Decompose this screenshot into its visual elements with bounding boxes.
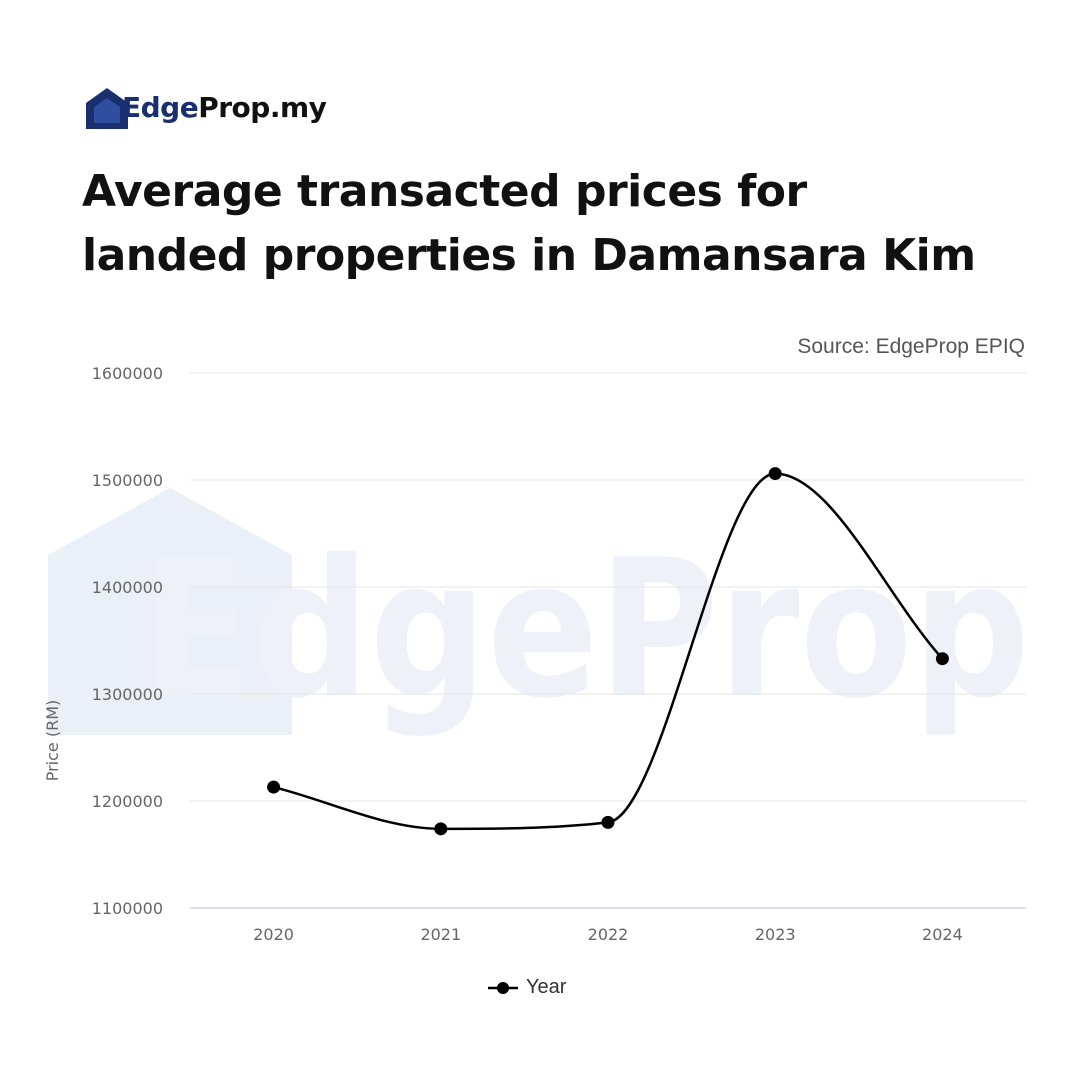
data-point[interactable] [768, 467, 782, 481]
x-axis-ticks: 2020 2021 2022 2023 2024 [253, 925, 963, 944]
chart-title: Average transacted prices for landed pro… [82, 160, 1042, 288]
series-line [273, 472, 944, 831]
legend[interactable]: Year [488, 976, 566, 999]
y-tick-label: 1100000 [92, 899, 163, 918]
title-line-1: Average transacted prices for [82, 166, 807, 217]
y-tick-label: 1300000 [92, 685, 163, 704]
source-note: Source: EdgeProp EPIQ [797, 335, 1025, 358]
logo-text-accent: Edge [122, 91, 199, 124]
x-tick-label: 2023 [755, 925, 796, 944]
edgeprop-logo: EdgeProp.my [86, 86, 327, 130]
y-axis-ticks: 1100000 1200000 1300000 1400000 1500000 16000… [92, 364, 163, 918]
y-tick-label: 1400000 [92, 578, 163, 597]
watermark-text: EdgeProp [140, 519, 1030, 740]
house-logo-icon [86, 88, 128, 129]
data-point[interactable] [601, 815, 615, 829]
x-tick-label: 2020 [253, 925, 294, 944]
series-year [267, 467, 949, 836]
logo-text-rest: Prop.my [198, 91, 327, 124]
data-point[interactable] [434, 822, 448, 836]
title-line-2: landed properties in Damansara Kim [82, 230, 976, 281]
legend-label: Year [526, 976, 567, 998]
grid-lines [190, 372, 1026, 909]
watermark: EdgeProp [48, 488, 1030, 740]
x-tick-label: 2022 [588, 925, 629, 944]
y-tick-label: 1600000 [92, 364, 163, 383]
logo-text: EdgeProp.my [122, 90, 327, 126]
y-tick-label: 1200000 [92, 792, 163, 811]
x-tick-label: 2024 [922, 925, 963, 944]
y-axis-label: Price (RM) [43, 700, 62, 782]
watermark-house-icon [48, 488, 292, 735]
legend-marker-icon [488, 981, 518, 994]
y-tick-label: 1500000 [92, 471, 163, 490]
data-point[interactable] [935, 652, 949, 666]
data-point[interactable] [267, 780, 281, 794]
x-tick-label: 2021 [420, 925, 461, 944]
